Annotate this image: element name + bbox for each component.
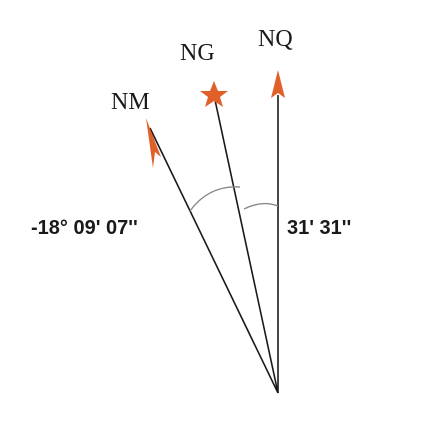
grid-angle-label: 31' 31'' xyxy=(287,217,351,239)
magnetic-angle-arc xyxy=(189,186,241,212)
true-north-label: NQ xyxy=(258,26,293,52)
grid-angle-arc xyxy=(243,202,279,210)
grid-north-star-icon xyxy=(200,81,228,107)
magnetic-north-label: NM xyxy=(111,89,150,115)
grid-north-line xyxy=(214,99,279,394)
magnetic-north-arrowhead-icon xyxy=(146,118,161,168)
magnetic-north-line xyxy=(149,127,279,394)
true-north-arrowhead-icon xyxy=(271,70,285,98)
grid-north-label: NG xyxy=(180,40,215,66)
magnetic-angle-label: -18° 09' 07'' xyxy=(31,217,138,239)
